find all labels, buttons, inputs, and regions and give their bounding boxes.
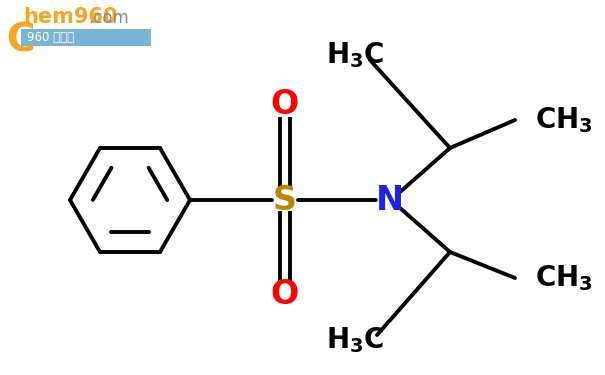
Text: O: O [271, 88, 299, 122]
Text: 960 化工网: 960 化工网 [27, 31, 74, 44]
Text: S: S [273, 183, 297, 216]
Text: hem960: hem960 [23, 7, 117, 27]
Text: $\mathregular{H_3C}$: $\mathregular{H_3C}$ [326, 40, 384, 70]
Text: $\mathregular{H_3C}$: $\mathregular{H_3C}$ [326, 325, 384, 355]
Text: C: C [6, 21, 34, 59]
Text: $\mathregular{CH_3}$: $\mathregular{CH_3}$ [535, 105, 593, 135]
Text: O: O [271, 279, 299, 312]
Text: .com: .com [88, 9, 129, 27]
Bar [21, 29, 151, 46]
Text: N: N [376, 183, 404, 216]
Text: $\mathregular{CH_3}$: $\mathregular{CH_3}$ [535, 263, 593, 293]
